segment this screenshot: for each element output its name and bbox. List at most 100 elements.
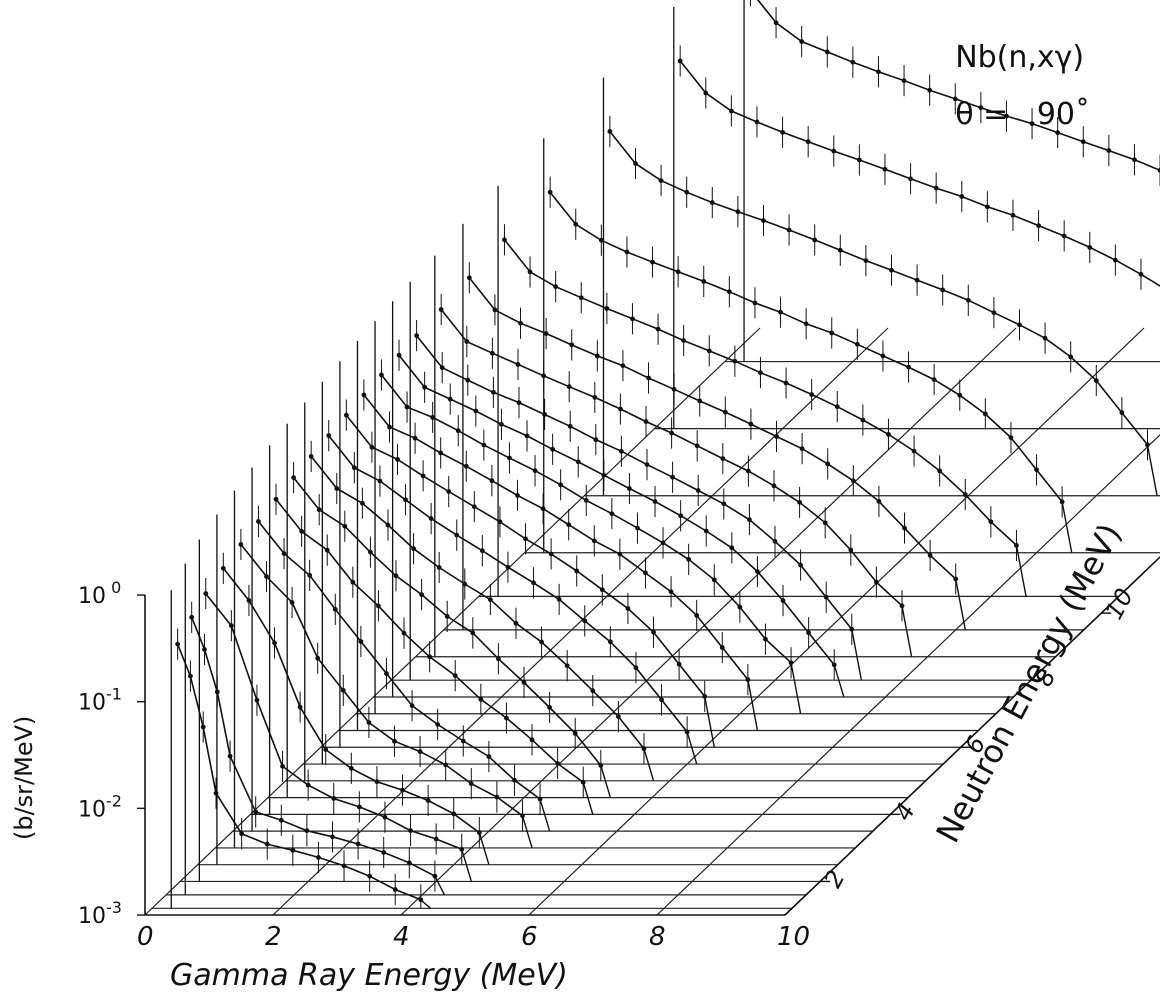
data-point [460, 738, 466, 744]
data-point [1119, 410, 1125, 416]
data-point [175, 641, 181, 647]
data-point [490, 350, 495, 356]
data-point [643, 419, 649, 425]
data-point [542, 412, 547, 417]
data-point [443, 762, 449, 768]
data-point [601, 472, 607, 478]
data-point [361, 392, 367, 398]
data-point [783, 380, 789, 386]
data-point [331, 796, 337, 801]
data-point [376, 603, 381, 609]
data-point [812, 237, 818, 243]
data-point [316, 507, 322, 513]
data-point [1132, 157, 1137, 163]
data-point [367, 873, 373, 879]
data-point [962, 492, 968, 497]
data-point [786, 227, 792, 233]
data-point [340, 687, 346, 693]
data-point [348, 765, 354, 771]
data-point [575, 459, 581, 465]
data-point [594, 353, 600, 359]
data-point [355, 841, 361, 847]
x-tick-label: 0 [137, 922, 154, 952]
data-point [433, 836, 439, 842]
data-point [256, 519, 261, 524]
data-point [332, 606, 338, 612]
data-point [558, 482, 564, 488]
data-point [911, 448, 917, 454]
data-point [686, 556, 692, 562]
data-point [291, 475, 296, 480]
data-point [729, 545, 735, 551]
data-point [1093, 378, 1099, 384]
data-point [676, 661, 682, 667]
data-point [643, 570, 648, 576]
data-point [719, 645, 725, 650]
data-point [695, 488, 701, 493]
data-point [228, 623, 234, 629]
data-point [489, 478, 495, 484]
data-point [848, 547, 854, 553]
series-line [310, 455, 645, 750]
data-point [541, 373, 546, 379]
z-axis-label: Neutron Energy (MeV) [929, 517, 1129, 849]
data-point [748, 421, 754, 427]
data-point [379, 372, 384, 378]
data-point [435, 722, 441, 727]
data-point [553, 284, 559, 290]
data-point [356, 804, 362, 810]
data-point [755, 569, 760, 574]
chart-subtitle: θ = 90˚ [955, 97, 1090, 132]
data-point [359, 500, 365, 506]
data-point [668, 589, 674, 595]
y-tick-label: 10-1 [78, 685, 122, 716]
floor-grid [144, 327, 1160, 916]
data-point [1008, 435, 1014, 441]
data-point [834, 404, 840, 410]
data-point [203, 591, 209, 596]
data-point [592, 394, 598, 400]
data-point [837, 247, 843, 253]
data-point [831, 662, 837, 668]
data-point [703, 528, 709, 534]
data-point [524, 433, 530, 439]
chart-title: Nb(n,xγ) [955, 40, 1085, 75]
data-point [1055, 130, 1061, 136]
data-point [518, 320, 523, 326]
data-point [516, 400, 522, 406]
data-point [823, 594, 829, 600]
data-point [624, 249, 630, 255]
data-point [711, 577, 717, 583]
data-point [1004, 113, 1009, 119]
data-point [984, 204, 990, 210]
data-point [799, 39, 805, 44]
data-point [471, 504, 477, 510]
series-line [240, 543, 523, 817]
data-point [684, 729, 690, 735]
data-point [439, 365, 445, 371]
data-point [599, 587, 605, 593]
data-point [307, 572, 313, 578]
data-point [655, 326, 661, 332]
data-point [604, 306, 610, 311]
data-point [486, 754, 492, 759]
series-tail [790, 662, 802, 714]
data-point [914, 277, 920, 283]
data-point [438, 307, 444, 312]
data-point [299, 528, 305, 534]
data-point [444, 613, 450, 619]
data-point [876, 69, 881, 75]
data-point [499, 421, 504, 427]
data-point [521, 680, 527, 685]
data-point [188, 673, 193, 679]
series-tail [833, 664, 845, 698]
data-point [854, 341, 860, 347]
data-point [694, 443, 700, 449]
data-point [754, 119, 760, 125]
data-point [580, 779, 586, 785]
data-point [856, 157, 862, 163]
data-point [609, 511, 615, 517]
data-point [403, 497, 408, 503]
data-point [933, 185, 939, 191]
